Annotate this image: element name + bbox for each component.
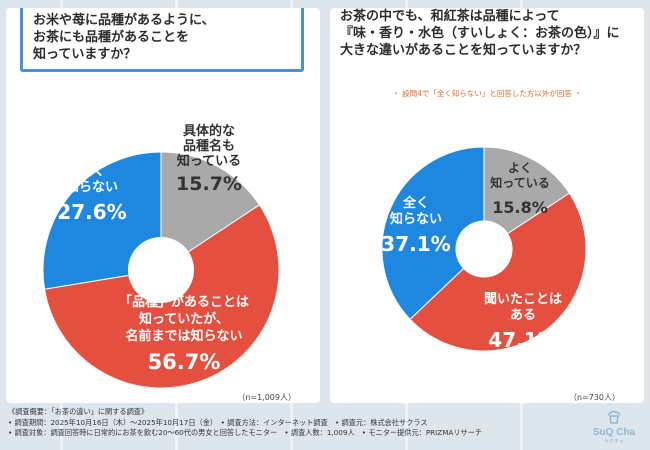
pie-slice-3 <box>381 146 485 320</box>
chart-card-left: お米や苺に品種があるように、 お茶にも品種があることを 知っていますか？ 具体的… <box>6 8 320 403</box>
svg-text:全く: 全く <box>78 163 105 179</box>
slice-value-2: 56.7% <box>148 350 221 374</box>
pie-slice-1 <box>160 151 261 271</box>
question-box-left: お米や苺に品種があるように、 お茶にも品種があることを 知っていますか？ <box>20 8 304 72</box>
svg-text:ある: ある <box>510 308 536 323</box>
svg-text:知らない: 知らない <box>390 211 442 227</box>
respondent-note: ・ 設問4で「全く知らない」と回答した方以外が回答 ・ <box>392 89 582 98</box>
sample-size: （n=1,009人） <box>237 393 296 402</box>
donut-hole <box>455 220 513 278</box>
pie-slice-1 <box>483 146 571 250</box>
slice-value-3: 27.6% <box>57 200 126 224</box>
svg-text:「品種」があることは: 「品種」があることは <box>119 294 249 310</box>
svg-text:聞いたことは: 聞いたことは <box>484 292 562 307</box>
survey-footer: 《調査概要：「お茶の違い」に関する調査》 • 調査期間：2025年10月16日（… <box>8 407 578 439</box>
question-left: お米や苺に品種があるように、 お茶にも品種があることを 知っていますか？ <box>33 13 215 62</box>
svg-text:具体的な: 具体的な <box>183 123 235 139</box>
chart-card-right: お茶の中でも、和紅茶は品種によって 『味・香り・水色（すいしょく：お茶の色）』に… <box>330 8 644 403</box>
svg-text:全く: 全く <box>402 195 429 211</box>
logo-name: SuQ Cha <box>593 427 636 438</box>
footer-period: • 調査期間：2025年10月16日（木）～2025年10月17日（金） • 調… <box>8 417 428 427</box>
svg-text:品種名も: 品種名も <box>183 138 235 154</box>
slice-value-1: 15.8% <box>492 198 548 217</box>
svg-text:名前までは知らない: 名前までは知らない <box>125 328 242 344</box>
brand-logo: SuQ Cha サクチャ <box>593 410 636 445</box>
svg-text:よく: よく <box>508 161 532 175</box>
svg-text:知っている: 知っている <box>489 175 549 190</box>
donut-hole <box>127 236 195 304</box>
slice-value-1: 15.7% <box>176 173 242 195</box>
slice-value-3: 37.1% <box>381 232 450 256</box>
footer-target: • 調査対象：調査回答時に日常的にお茶を飲む20～60代の男女と回答したモニター… <box>8 428 483 437</box>
sample-size: （n=730人） <box>569 393 620 402</box>
svg-text:知っていたが、: 知っていたが、 <box>139 311 229 327</box>
footer-title: 《調査概要：「お茶の違い」に関する調査》 <box>8 407 149 416</box>
slice-label-3: 全く知らない 37.1% <box>381 195 450 256</box>
teacup-icon <box>607 410 621 424</box>
svg-text:知っている: 知っている <box>177 153 241 169</box>
logo-subtitle: サクチャ <box>604 439 624 445</box>
question-box-right: お茶の中でも、和紅茶は品種によって 『味・香り・水色（すいしょく：お茶の色）』に… <box>340 8 640 59</box>
question-right: お茶の中でも、和紅茶は品種によって 『味・香り・水色（すいしょく：お茶の色）』に… <box>340 9 620 58</box>
slice-label-3: 全く知らない 27.6% <box>57 163 126 224</box>
svg-text:知らない: 知らない <box>66 179 118 195</box>
slice-value-2: 47.1% <box>488 328 557 352</box>
pie-slice-3 <box>42 151 162 290</box>
